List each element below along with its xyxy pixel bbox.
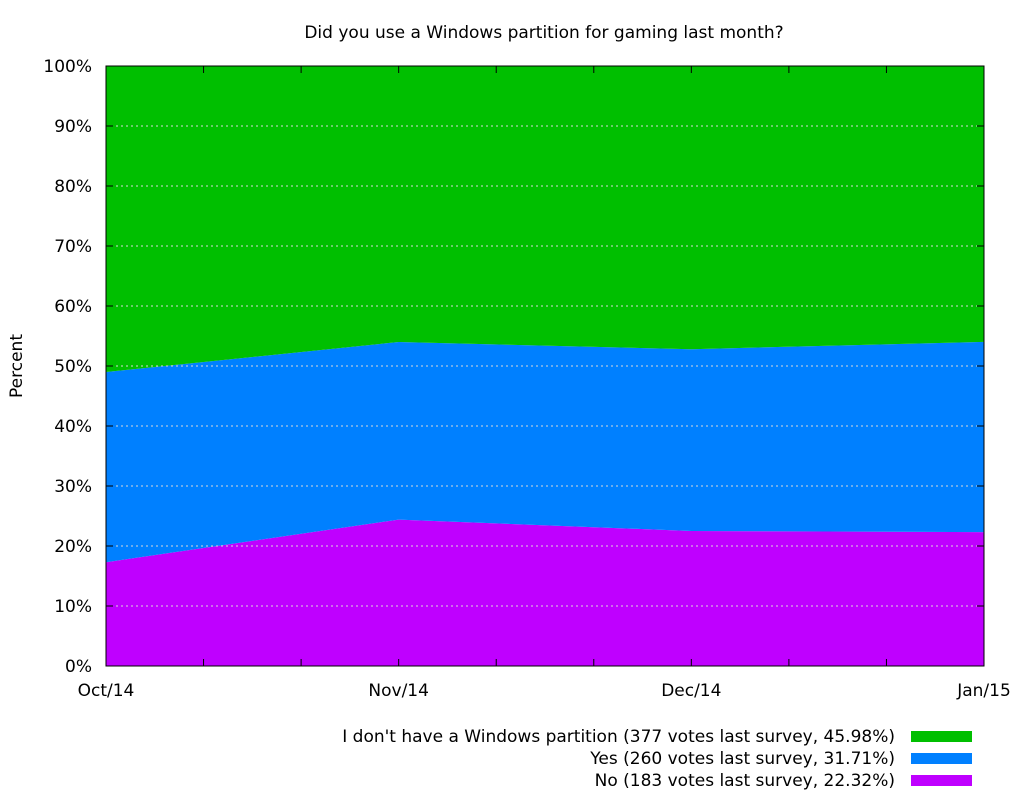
y-tick-label: 80% bbox=[54, 177, 92, 197]
legend-swatch bbox=[911, 731, 972, 742]
legend-swatch bbox=[911, 753, 972, 764]
grid-layer bbox=[106, 125, 984, 607]
legend-swatch bbox=[911, 775, 972, 786]
y-tick-label: 50% bbox=[54, 357, 92, 377]
x-tick-label: Nov/14 bbox=[368, 681, 429, 701]
x-tick-label: Jan/15 bbox=[956, 681, 1011, 701]
tick-layer bbox=[105, 65, 985, 667]
y-tick-labels: 0% 10% 20% 30% 40% 50% 60% 70% 80% 90% 100% bbox=[43, 57, 92, 677]
y-tick-label: 70% bbox=[54, 237, 92, 257]
y-tick-label: 30% bbox=[54, 477, 92, 497]
area-layer bbox=[106, 65, 984, 666]
y-tick-label: 90% bbox=[54, 117, 92, 137]
y-axis-label: Percent bbox=[7, 334, 27, 398]
area-series-0 bbox=[106, 519, 984, 666]
y-tick-label: 20% bbox=[54, 537, 92, 557]
legend: I don't have a Windows partition (377 vo… bbox=[342, 727, 972, 791]
x-tick-label: Dec/14 bbox=[661, 681, 721, 701]
area-series-2 bbox=[106, 65, 984, 372]
x-tick-label: Oct/14 bbox=[78, 681, 135, 701]
y-tick-label: 0% bbox=[65, 657, 92, 677]
y-tick-label: 60% bbox=[54, 297, 92, 317]
y-tick-label: 100% bbox=[43, 57, 92, 77]
y-tick-label: 10% bbox=[54, 597, 92, 617]
legend-label: No (183 votes last survey, 22.32%) bbox=[595, 771, 895, 791]
legend-label: Yes (260 votes last survey, 31.71%) bbox=[589, 749, 895, 769]
legend-label: I don't have a Windows partition (377 vo… bbox=[342, 727, 895, 747]
chart-title: Did you use a Windows partition for gami… bbox=[304, 23, 783, 43]
y-tick-label: 40% bbox=[54, 417, 92, 437]
area-series-1 bbox=[106, 341, 984, 563]
x-tick-labels: Oct/14 Nov/14 Dec/14 Jan/15 bbox=[78, 681, 1011, 701]
